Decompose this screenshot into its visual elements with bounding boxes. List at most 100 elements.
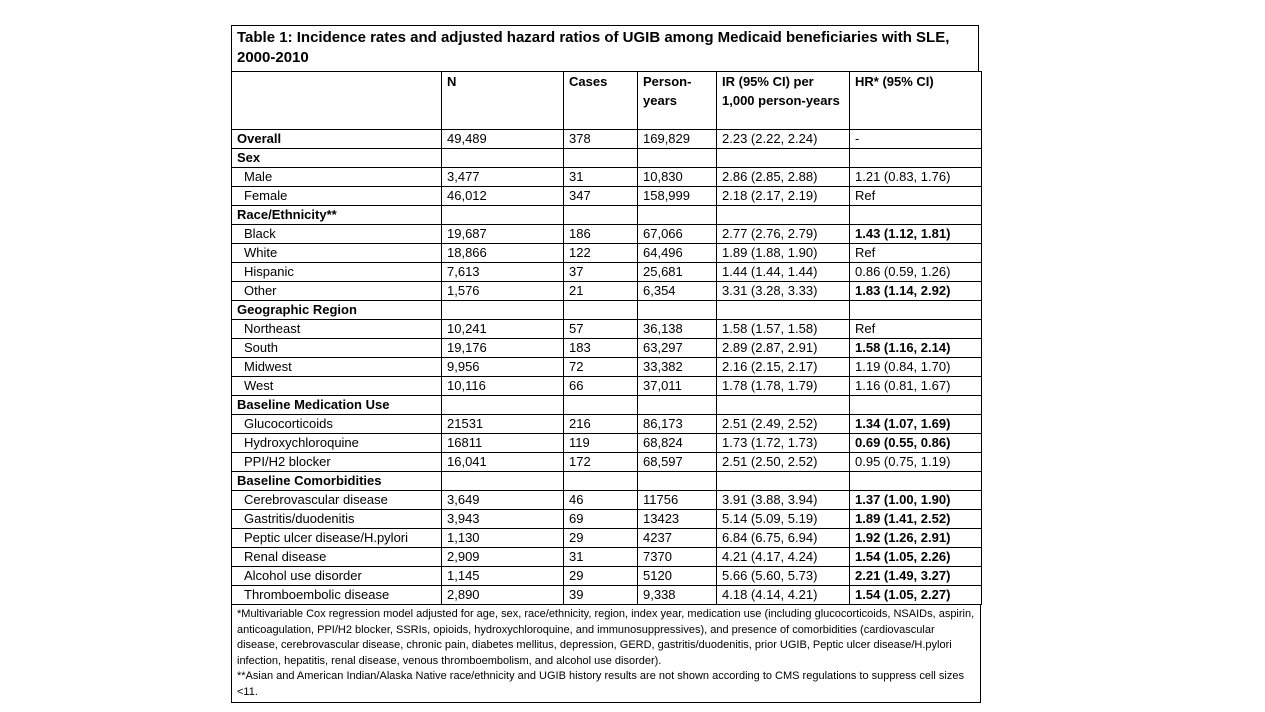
cell: 378 — [563, 129, 638, 149]
cell: 68,824 — [637, 433, 717, 453]
cell: 29 — [563, 528, 638, 548]
cell — [716, 471, 850, 491]
cell — [716, 148, 850, 168]
header-cell: N — [441, 71, 564, 130]
cell: 1.89 (1.41, 2.52) — [849, 509, 982, 529]
cell — [716, 300, 850, 320]
row-label: Other — [231, 281, 442, 301]
cell: 1.73 (1.72, 1.73) — [716, 433, 850, 453]
cell: 1.83 (1.14, 2.92) — [849, 281, 982, 301]
row-label: Overall — [231, 129, 442, 149]
cell: 1.78 (1.78, 1.79) — [716, 376, 850, 396]
cell: Ref — [849, 243, 982, 263]
cell: 37 — [563, 262, 638, 282]
row-label: Hispanic — [231, 262, 442, 282]
cell — [441, 395, 564, 415]
cell: 0.86 (0.59, 1.26) — [849, 262, 982, 282]
cell: 31 — [563, 547, 638, 567]
cell: 1.89 (1.88, 1.90) — [716, 243, 850, 263]
cell: 2.89 (2.87, 2.91) — [716, 338, 850, 358]
cell: 0.69 (0.55, 0.86) — [849, 433, 982, 453]
row-label: Geographic Region — [231, 300, 442, 320]
cell: 122 — [563, 243, 638, 263]
cell: 36,138 — [637, 319, 717, 339]
cell: 2.18 (2.17, 2.19) — [716, 186, 850, 206]
row-label: Hydroxychloroquine — [231, 433, 442, 453]
cell: 5120 — [637, 566, 717, 586]
cell: 49,489 — [441, 129, 564, 149]
data-row: Glucocorticoids 21531 216 86,173 2.51 (2.49,… — [231, 414, 982, 434]
cell: 1.44 (1.44, 1.44) — [716, 262, 850, 282]
section-row: Baseline Medication Use — [231, 395, 982, 415]
cell: 39 — [563, 585, 638, 605]
cell: 2.21 (1.49, 3.27) — [849, 566, 982, 586]
data-row: Cerebrovascular disease 3,649 46 11756 3.91 … — [231, 490, 982, 510]
cell: 1.58 (1.57, 1.58) — [716, 319, 850, 339]
cell: 6.84 (6.75, 6.94) — [716, 528, 850, 548]
cell: 9,956 — [441, 357, 564, 377]
cell: 4.18 (4.14, 4.21) — [716, 585, 850, 605]
cell: 1.21 (0.83, 1.76) — [849, 167, 982, 187]
cell: 1.54 (1.05, 2.26) — [849, 547, 982, 567]
cell: 10,830 — [637, 167, 717, 187]
row-label: Thromboembolic disease — [231, 585, 442, 605]
cell — [441, 148, 564, 168]
cell — [441, 300, 564, 320]
cell: 19,687 — [441, 224, 564, 244]
footnote: *Multivariable Cox regression model adju… — [237, 608, 975, 667]
cell: 19,176 — [441, 338, 564, 358]
cell — [563, 300, 638, 320]
cell: 11756 — [637, 490, 717, 510]
row-label: Alcohol use disorder — [231, 566, 442, 586]
cell: 2,890 — [441, 585, 564, 605]
header-cell: HR* (95% CI) — [849, 71, 982, 130]
cell: 31 — [563, 167, 638, 187]
row-label: Race/Ethnicity** — [231, 205, 442, 225]
data-row: Thromboembolic disease 2,890 39 9,338 4.18 (… — [231, 585, 982, 605]
data-row: Other 1,576 21 6,354 3.31 (3.28, 3.33) 1.83 (… — [231, 281, 982, 301]
cell: Ref — [849, 319, 982, 339]
data-row: Renal disease 2,909 31 7370 4.21 (4.17, 4.24… — [231, 547, 982, 567]
table-body: N Cases Person-years IR (95% CI) per 1,000 … — [231, 71, 982, 605]
cell: 1.34 (1.07, 1.69) — [849, 414, 982, 434]
data-row: Hispanic 7,613 37 25,681 1.44 (1.44, 1.44) 0.… — [231, 262, 982, 282]
cell — [849, 471, 982, 491]
cell — [563, 395, 638, 415]
data-row: Peptic ulcer disease/H.pylori 1,130 29 4237… — [231, 528, 982, 548]
cell: 1,130 — [441, 528, 564, 548]
cell — [849, 300, 982, 320]
cell: 46,012 — [441, 186, 564, 206]
cell — [637, 471, 717, 491]
cell — [849, 205, 982, 225]
section-row: Baseline Comorbidities — [231, 471, 982, 491]
cell: 25,681 — [637, 262, 717, 282]
cell: 46 — [563, 490, 638, 510]
row-label: Cerebrovascular disease — [231, 490, 442, 510]
cell: 1,576 — [441, 281, 564, 301]
cell — [716, 205, 850, 225]
cell: 0.95 (0.75, 1.19) — [849, 452, 982, 472]
cell: 68,597 — [637, 452, 717, 472]
cell: 183 — [563, 338, 638, 358]
cell: 63,297 — [637, 338, 717, 358]
header-cell — [231, 71, 442, 130]
data-row: Gastritis/duodenitis 3,943 69 13423 5.14 (5.… — [231, 509, 982, 529]
row-label: Gastritis/duodenitis — [231, 509, 442, 529]
data-row: West 10,116 66 37,011 1.78 (1.78, 1.79) 1.16 … — [231, 376, 982, 396]
row-label: Glucocorticoids — [231, 414, 442, 434]
cell: 21 — [563, 281, 638, 301]
data-row: White 18,866 122 64,496 1.89 (1.88, 1.90) Ref — [231, 243, 982, 263]
cell: 2.23 (2.22, 2.24) — [716, 129, 850, 149]
cell — [637, 148, 717, 168]
cell: 119 — [563, 433, 638, 453]
cell: 2.51 (2.50, 2.52) — [716, 452, 850, 472]
row-label: West — [231, 376, 442, 396]
cell — [441, 205, 564, 225]
cell: 13423 — [637, 509, 717, 529]
cell: 64,496 — [637, 243, 717, 263]
cell: 3.31 (3.28, 3.33) — [716, 281, 850, 301]
cell: 10,116 — [441, 376, 564, 396]
row-label: Black — [231, 224, 442, 244]
data-row: Female 46,012 347 158,999 2.18 (2.17, 2.19) R… — [231, 186, 982, 206]
cell: 2.86 (2.85, 2.88) — [716, 167, 850, 187]
